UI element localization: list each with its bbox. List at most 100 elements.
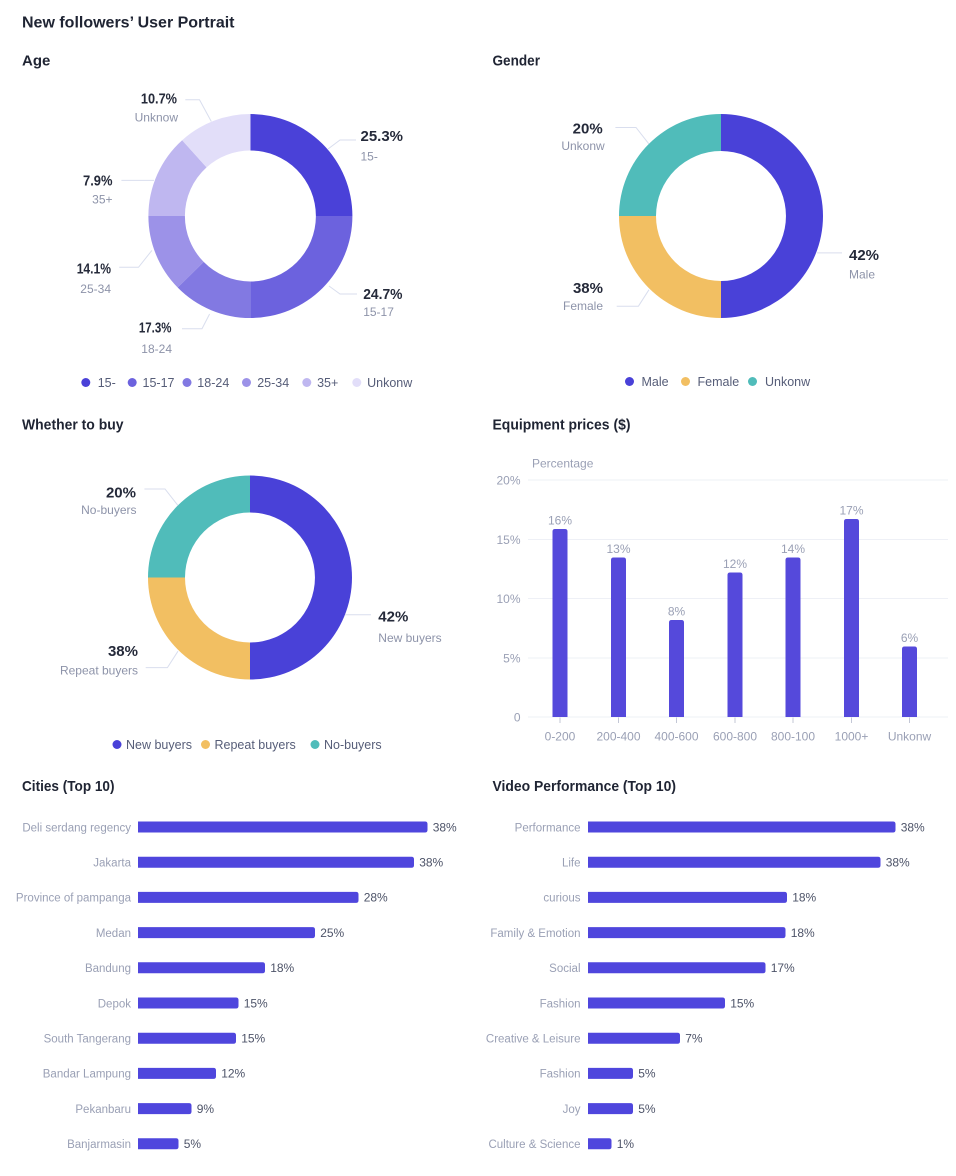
svg-text:14%: 14% (781, 542, 805, 556)
svg-text:No-buyers: No-buyers (324, 738, 382, 752)
svg-text:18-24: 18-24 (141, 342, 172, 356)
svg-text:12%: 12% (723, 557, 747, 571)
svg-text:Medan: Medan (96, 928, 131, 940)
svg-text:25-34: 25-34 (257, 376, 289, 390)
svg-text:Deli serdang regency: Deli serdang regency (22, 822, 131, 834)
svg-text:1%: 1% (617, 1137, 635, 1151)
svg-text:15%: 15% (496, 533, 520, 547)
svg-text:9%: 9% (197, 1102, 215, 1116)
svg-text:Female: Female (698, 375, 740, 389)
svg-text:Female: Female (563, 299, 603, 313)
svg-text:0-200: 0-200 (545, 730, 576, 744)
svg-text:20%: 20% (496, 473, 520, 487)
svg-text:15%: 15% (730, 996, 754, 1010)
svg-text:25.3%: 25.3% (361, 128, 404, 145)
svg-text:16%: 16% (548, 514, 572, 528)
svg-text:Repeat buyers: Repeat buyers (215, 738, 296, 752)
svg-text:38%: 38% (419, 856, 443, 870)
svg-text:Unkonw: Unkonw (765, 375, 811, 389)
svg-text:Age: Age (22, 53, 50, 70)
svg-text:15-: 15- (98, 376, 116, 390)
svg-text:5%: 5% (638, 1102, 656, 1116)
svg-text:17.3%: 17.3% (139, 320, 172, 337)
svg-text:5%: 5% (184, 1137, 202, 1151)
svg-text:Gender: Gender (493, 53, 541, 70)
svg-text:18%: 18% (791, 926, 815, 940)
svg-text:38%: 38% (901, 820, 925, 834)
svg-text:600-800: 600-800 (713, 730, 757, 744)
svg-text:20%: 20% (106, 485, 136, 502)
svg-text:400-600: 400-600 (654, 730, 698, 744)
svg-text:Unknow: Unknow (135, 111, 179, 125)
svg-text:Video Performance (Top 10): Video Performance (Top 10) (493, 778, 677, 795)
svg-text:17%: 17% (839, 504, 863, 518)
svg-text:38%: 38% (433, 820, 457, 834)
svg-text:No-buyers: No-buyers (81, 503, 136, 517)
svg-text:Fashion: Fashion (540, 1069, 581, 1081)
svg-text:Creative & Leisure: Creative & Leisure (486, 1034, 581, 1046)
svg-text:Male: Male (849, 268, 875, 282)
svg-text:Culture & Science: Culture & Science (488, 1139, 580, 1151)
svg-text:7.9%: 7.9% (83, 173, 113, 190)
svg-text:18-24: 18-24 (197, 376, 229, 390)
svg-text:Province of pampanga: Province of pampanga (16, 893, 132, 905)
svg-text:25%: 25% (320, 926, 344, 940)
svg-text:5%: 5% (638, 1067, 656, 1081)
svg-text:Equipment prices ($): Equipment prices ($) (493, 417, 631, 434)
svg-text:Social: Social (549, 963, 580, 975)
svg-text:Pekanbaru: Pekanbaru (75, 1104, 131, 1116)
svg-text:18%: 18% (270, 961, 294, 975)
svg-text:24.7%: 24.7% (363, 286, 402, 303)
svg-text:Banjarmasin: Banjarmasin (67, 1139, 131, 1151)
svg-text:17%: 17% (771, 961, 795, 975)
svg-text:Percentage: Percentage (532, 457, 594, 471)
svg-text:Bandar Lampung: Bandar Lampung (43, 1069, 131, 1081)
svg-text:6%: 6% (901, 631, 919, 645)
svg-text:25-34: 25-34 (80, 282, 111, 296)
svg-text:42%: 42% (378, 609, 408, 626)
svg-text:Performance: Performance (515, 822, 581, 834)
svg-text:Male: Male (642, 375, 669, 389)
svg-text:38%: 38% (573, 280, 603, 297)
svg-text:7%: 7% (685, 1032, 703, 1046)
svg-text:Joy: Joy (563, 1104, 581, 1116)
svg-text:Whether to buy: Whether to buy (22, 417, 124, 434)
svg-text:Cities (Top 10): Cities (Top 10) (22, 778, 115, 795)
svg-text:New buyers: New buyers (126, 738, 192, 752)
svg-text:15-17: 15-17 (363, 305, 394, 319)
svg-text:14.1%: 14.1% (77, 261, 111, 278)
svg-text:8%: 8% (668, 605, 686, 619)
svg-text:12%: 12% (221, 1067, 245, 1081)
svg-text:0: 0 (514, 710, 521, 724)
svg-text:New followers’ User Portrait: New followers’ User Portrait (22, 15, 235, 32)
svg-text:Jakarta: Jakarta (93, 858, 131, 870)
svg-text:New buyers: New buyers (378, 631, 441, 645)
svg-text:42%: 42% (849, 247, 879, 264)
svg-text:10.7%: 10.7% (141, 91, 177, 108)
svg-text:15%: 15% (244, 996, 268, 1010)
svg-text:Family & Emotion: Family & Emotion (490, 928, 580, 940)
svg-text:38%: 38% (108, 643, 138, 660)
svg-text:38%: 38% (886, 856, 910, 870)
svg-text:10%: 10% (496, 592, 520, 606)
svg-text:Unkonw: Unkonw (888, 730, 932, 744)
svg-text:35+: 35+ (317, 376, 338, 390)
svg-text:Life: Life (562, 858, 581, 870)
svg-text:1000+: 1000+ (835, 730, 869, 744)
svg-text:18%: 18% (792, 891, 816, 905)
svg-text:Depok: Depok (98, 998, 131, 1010)
svg-text:Unkonw: Unkonw (367, 376, 413, 390)
svg-text:5%: 5% (503, 651, 521, 665)
svg-text:Bandung: Bandung (85, 963, 131, 975)
svg-text:Unkonw: Unkonw (561, 139, 605, 153)
svg-text:15-17: 15-17 (143, 376, 175, 390)
svg-text:35+: 35+ (92, 193, 112, 207)
svg-text:28%: 28% (364, 891, 388, 905)
svg-text:20%: 20% (573, 120, 603, 137)
svg-text:curious: curious (543, 893, 580, 905)
svg-text:South Tangerang: South Tangerang (44, 1034, 131, 1046)
svg-text:Repeat buyers: Repeat buyers (60, 664, 138, 678)
svg-text:13%: 13% (606, 542, 630, 556)
svg-text:15%: 15% (241, 1032, 265, 1046)
svg-text:800-100: 800-100 (771, 730, 815, 744)
